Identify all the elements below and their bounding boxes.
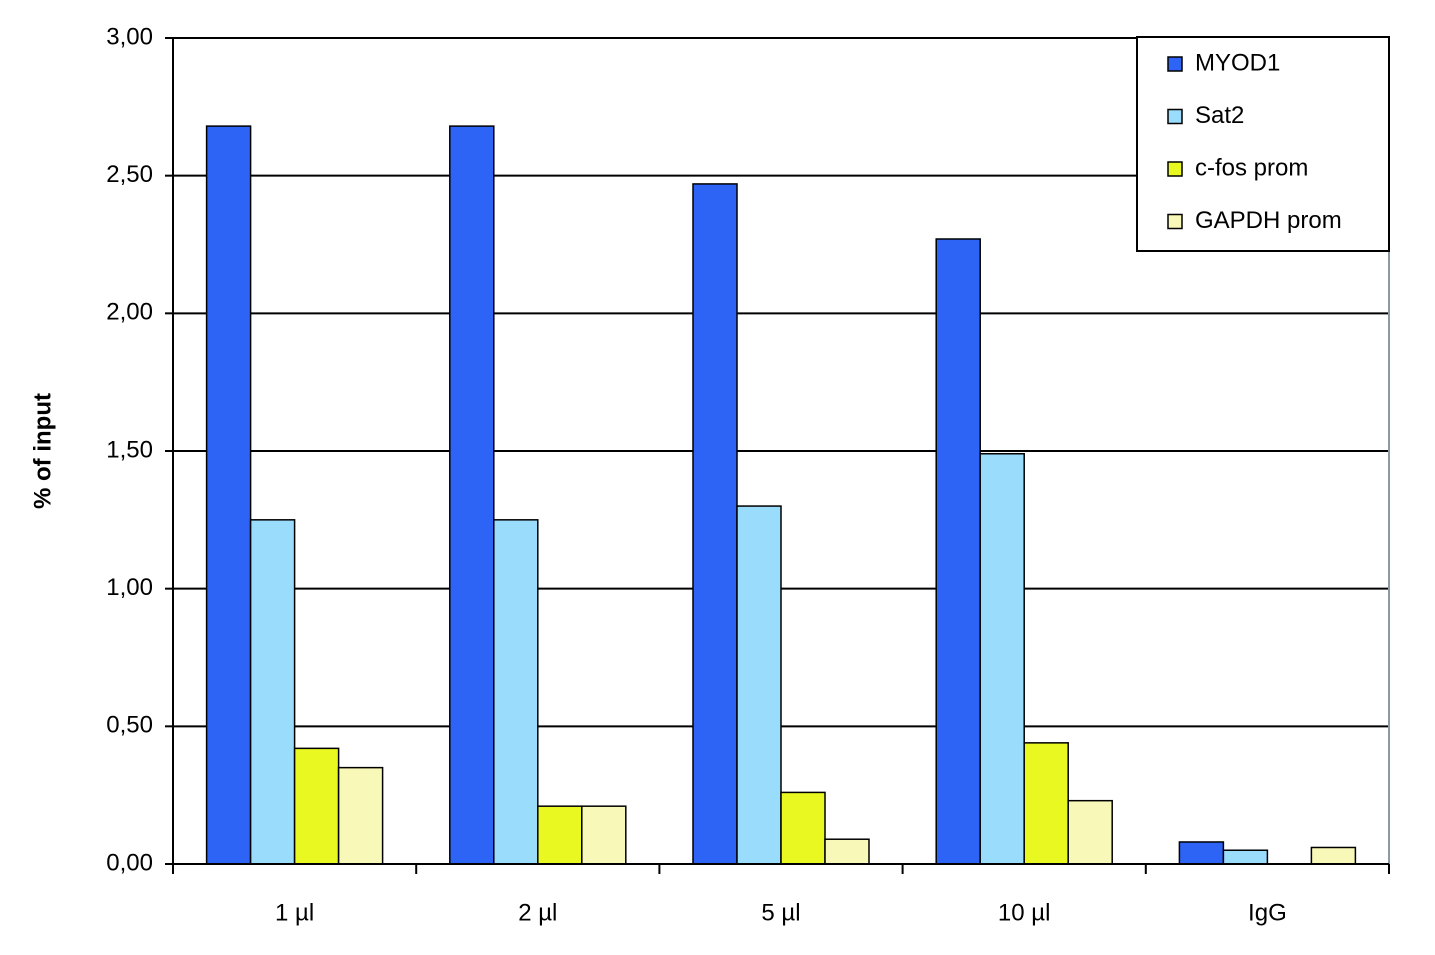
bar [205,125,252,865]
x-tick-label: 2 µl [518,899,557,926]
legend-label: Sat2 [1195,102,1244,129]
bar [249,519,296,865]
bar [337,766,384,865]
x-tick-label: IgG [1248,899,1287,926]
y-axis-label: % of input [29,393,56,509]
legend-swatch [1167,161,1183,177]
bar [1023,742,1069,865]
bar [493,519,539,865]
bar [1310,846,1357,865]
x-tick-label: 10 µl [998,899,1051,926]
bar [736,505,782,865]
x-tick-label: 5 µl [761,899,800,926]
y-tick-label: 1,50 [106,436,153,463]
legend-swatch [1167,56,1183,72]
y-tick-label: 0,00 [106,849,153,876]
bar [935,238,981,865]
y-tick-label: 2,00 [106,299,153,326]
legend-label: c-fos prom [1195,154,1308,181]
bar [1178,841,1225,865]
bar [449,125,495,865]
legend-label: GAPDH prom [1195,207,1342,234]
x-tick-label: 1 µl [275,899,314,926]
legend-swatch [1167,108,1183,125]
bar [780,791,826,865]
bar [824,838,870,865]
bar [1222,849,1269,865]
bar [692,183,738,865]
legend-label: MYOD1 [1195,49,1280,76]
y-tick-label: 0,50 [106,712,153,739]
bar [293,747,340,865]
bar [581,805,627,865]
legend-swatch [1167,213,1183,230]
bar [979,453,1025,865]
bar [1067,799,1113,865]
y-tick-label: 1,00 [106,574,153,601]
bar [537,805,583,865]
y-tick-label: 3,00 [106,23,153,50]
y-tick-label: 2,50 [106,161,153,188]
